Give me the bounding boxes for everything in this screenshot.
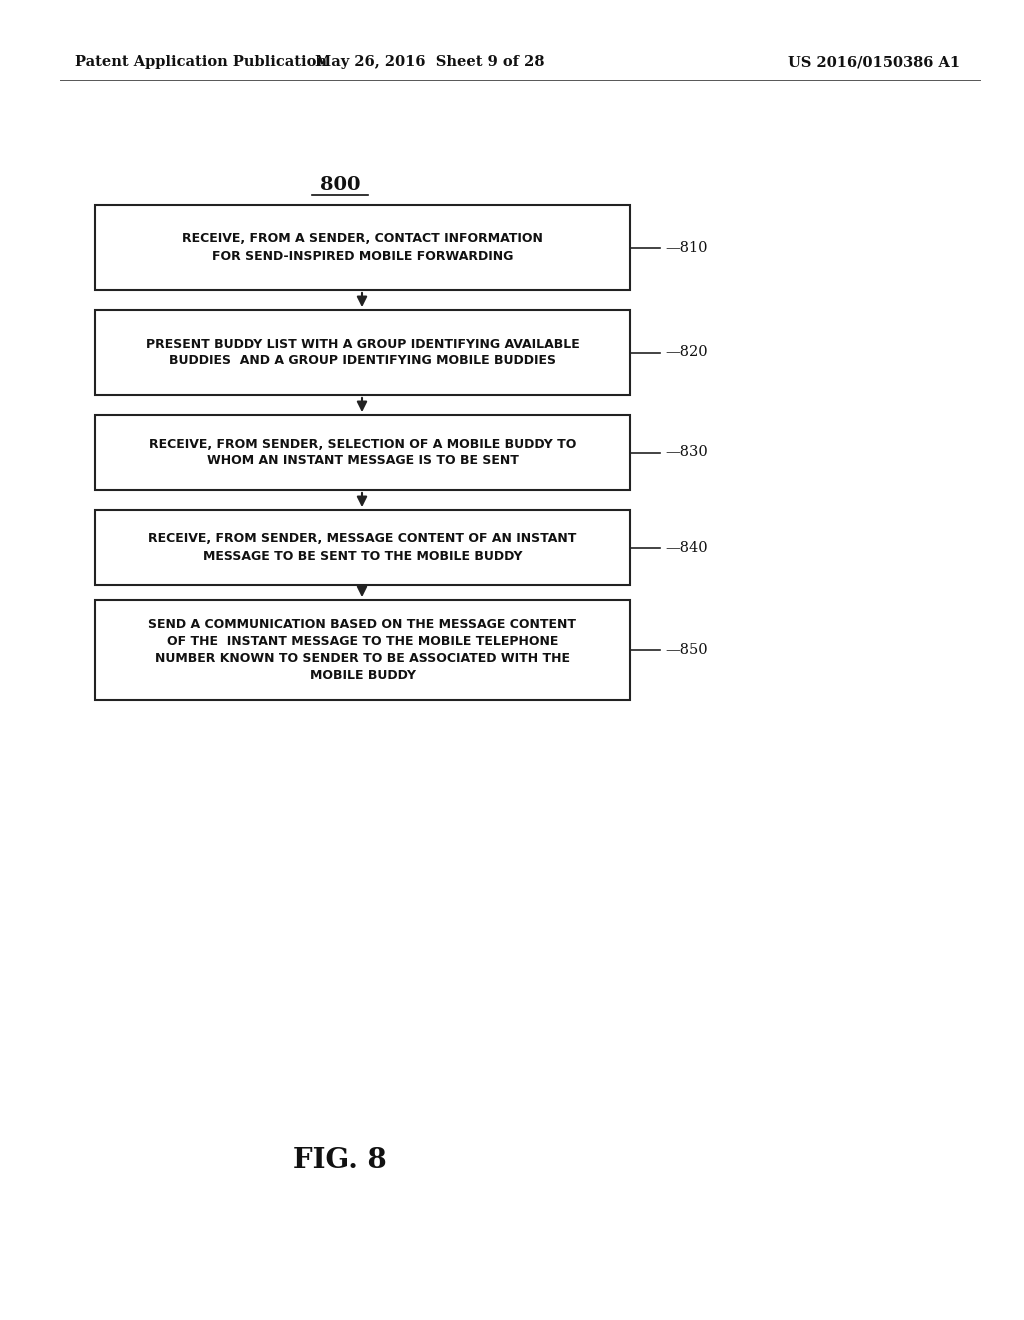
Text: Patent Application Publication: Patent Application Publication (75, 55, 327, 69)
Bar (95, 414, 630, 490)
Text: —820: —820 (665, 346, 708, 359)
Text: —830: —830 (665, 446, 708, 459)
Bar (95, 310, 630, 395)
Text: PRESENT BUDDY LIST WITH A GROUP IDENTIFYING AVAILABLE
BUDDIES  AND A GROUP IDENT: PRESENT BUDDY LIST WITH A GROUP IDENTIFY… (145, 338, 580, 367)
Bar (95, 601, 630, 700)
Text: RECEIVE, FROM SENDER, SELECTION OF A MOBILE BUDDY TO
WHOM AN INSTANT MESSAGE IS : RECEIVE, FROM SENDER, SELECTION OF A MOB… (148, 437, 577, 467)
Text: RECEIVE, FROM SENDER, MESSAGE CONTENT OF AN INSTANT
MESSAGE TO BE SENT TO THE MO: RECEIVE, FROM SENDER, MESSAGE CONTENT OF… (148, 532, 577, 562)
Text: May 26, 2016  Sheet 9 of 28: May 26, 2016 Sheet 9 of 28 (315, 55, 545, 69)
Text: US 2016/0150386 A1: US 2016/0150386 A1 (787, 55, 961, 69)
Text: FIG. 8: FIG. 8 (293, 1147, 387, 1173)
Text: SEND A COMMUNICATION BASED ON THE MESSAGE CONTENT
OF THE  INSTANT MESSAGE TO THE: SEND A COMMUNICATION BASED ON THE MESSAG… (148, 618, 577, 682)
Text: —850: —850 (665, 643, 708, 657)
Text: 800: 800 (319, 176, 360, 194)
Bar (95, 510, 630, 585)
Bar (95, 205, 630, 290)
Text: RECEIVE, FROM A SENDER, CONTACT INFORMATION
FOR SEND-INSPIRED MOBILE FORWARDING: RECEIVE, FROM A SENDER, CONTACT INFORMAT… (182, 232, 543, 263)
Text: —840: —840 (665, 540, 708, 554)
Text: —810: —810 (665, 240, 708, 255)
